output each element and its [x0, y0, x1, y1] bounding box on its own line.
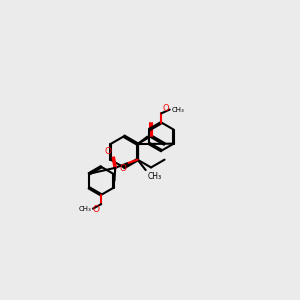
Text: CH₃: CH₃: [171, 106, 184, 112]
Text: CH₃: CH₃: [147, 172, 161, 181]
Text: CH₃: CH₃: [79, 206, 92, 212]
Text: O: O: [104, 147, 112, 156]
Text: O: O: [163, 103, 169, 112]
Text: O: O: [93, 205, 100, 214]
Text: O: O: [119, 164, 126, 173]
